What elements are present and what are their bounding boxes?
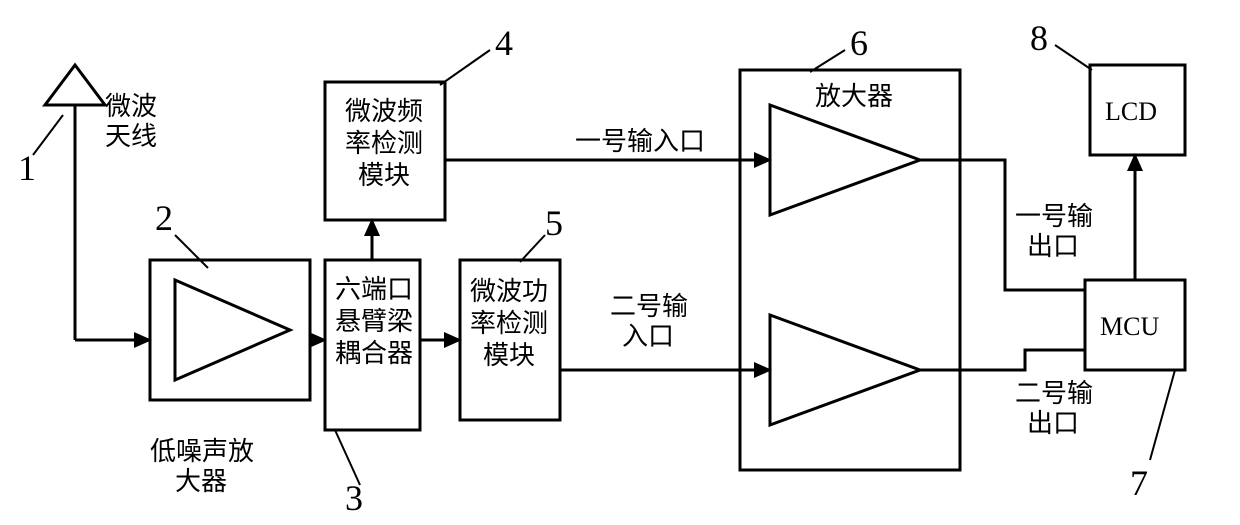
label-out2_l2: 出口 xyxy=(1027,409,1079,438)
label-antenna_l1: 微波 xyxy=(105,92,157,121)
leader-1 xyxy=(33,115,63,155)
callout-n8: 8 xyxy=(1030,18,1048,58)
label-lcd: LCD xyxy=(1105,97,1157,126)
callout-n1: 1 xyxy=(18,148,36,188)
leader-8 xyxy=(1055,45,1092,70)
callout-n4: 4 xyxy=(495,23,513,63)
label-antenna_l2: 天线 xyxy=(105,122,157,151)
label-pwr_l2: 率检测 xyxy=(470,309,548,338)
label-coupler_l2: 悬臂梁 xyxy=(335,307,413,336)
callout-n5: 5 xyxy=(545,203,563,243)
antenna-head xyxy=(45,65,105,105)
callout-n6: 6 xyxy=(850,23,868,63)
label-pwr_l1: 微波功 xyxy=(470,277,548,306)
label-freq_l1: 微波频 xyxy=(345,97,423,126)
label-coupler_l3: 耦合器 xyxy=(335,339,413,368)
label-freq_l2: 率检测 xyxy=(345,129,423,158)
label-mcu: MCU xyxy=(1100,312,1159,341)
label-coupler_l1: 六端口 xyxy=(335,275,413,304)
label-pwr_l3: 模块 xyxy=(483,341,535,370)
label-in2_l1: 二号输 xyxy=(610,292,688,321)
leader-7 xyxy=(1150,370,1175,460)
label-in2_l2: 入口 xyxy=(622,322,674,351)
label-out2_l1: 二号输 xyxy=(1015,379,1093,408)
callout-n2: 2 xyxy=(155,198,173,238)
label-amp_name: 放大器 xyxy=(815,82,893,111)
callout-n7: 7 xyxy=(1130,463,1148,503)
leader-4 xyxy=(440,50,490,85)
leader-3 xyxy=(335,430,360,485)
label-lna_l1: 低噪声放 xyxy=(150,437,254,466)
label-lna_l2: 大器 xyxy=(175,467,227,496)
label-in1: 一号输入口 xyxy=(575,127,705,156)
label-out1_l2: 出口 xyxy=(1027,232,1079,261)
callout-n3: 3 xyxy=(345,478,363,518)
leader-5 xyxy=(520,235,545,262)
label-out1_l1: 一号输 xyxy=(1015,202,1093,231)
label-freq_l3: 模块 xyxy=(358,161,410,190)
